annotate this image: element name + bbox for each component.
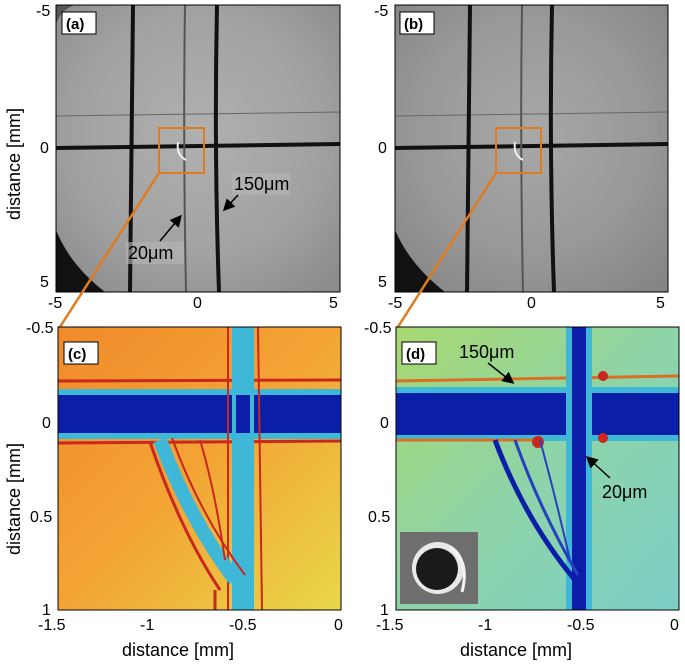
panel-c-ytick-1: 0: [42, 415, 51, 432]
panel-d-fiber-diagonal: [492, 439, 577, 582]
panel-c-ytick-0: -0.5: [26, 320, 54, 337]
panel-d-band-horizontal: [396, 393, 679, 435]
panel-d-ytick-3: 1: [380, 602, 389, 619]
panel-c-xtick-3: 0: [334, 617, 343, 634]
panel-a-ytick-1: 0: [40, 140, 49, 157]
zoom-connector-right: [394, 172, 498, 331]
panel-d-annotation-20um: 20μm: [602, 482, 647, 502]
panel-b-xtick-1: 0: [527, 295, 536, 312]
panel-c-xlabel: distance [mm]: [122, 640, 234, 660]
panel-b-xtick-2: 5: [656, 295, 665, 312]
panel-a-zoom-box: [158, 127, 205, 174]
panel-c-ytick-3: 1: [42, 602, 51, 619]
panel-b-xtick-0: -5: [388, 295, 402, 312]
panel-c-band-horizontal: [58, 395, 341, 433]
panel-b: (b) -5 0 5 -5 0 5: [374, 3, 669, 312]
panel-d-xtick-3: 0: [670, 617, 679, 634]
panel-c: (c) -0.5 0 0.5 1 -1.5 -1 -0.5 0 distance…: [4, 320, 343, 660]
zoom-connector-left: [56, 172, 161, 331]
panel-c-heatmap: [58, 327, 341, 610]
panel-a: (a) 150μm 20μm -5 0 5 -5 0 5 distance [m…: [4, 3, 341, 312]
panel-a-corner-shadow: [56, 230, 105, 292]
panel-c-xtick-2: -0.5: [229, 617, 257, 634]
panel-a-annotation-20um: 20μm: [128, 243, 173, 263]
panel-d-label: (d): [406, 346, 425, 363]
panel-d-ytick-2: 0.5: [368, 509, 390, 526]
panel-b-ytick-1: 0: [378, 140, 387, 157]
panel-c-label: (c): [68, 346, 86, 363]
panel-a-ytick-0: -5: [36, 3, 50, 20]
panel-c-ylabel: distance [mm]: [4, 443, 24, 555]
panel-a-annotation-150um: 150μm: [234, 174, 289, 194]
panel-b-zoom-box: [495, 127, 542, 174]
panel-b-ytick-0: -5: [374, 3, 388, 20]
panel-c-band-vertical: [232, 327, 254, 610]
panel-d-xtick-2: -0.5: [567, 617, 595, 634]
panel-c-xtick-1: -1: [140, 617, 154, 634]
panel-a-ytick-2: 5: [40, 274, 49, 291]
panel-a-ylabel: distance [mm]: [4, 108, 24, 220]
panel-d-ytick-0: -0.5: [364, 320, 392, 337]
panel-c-ytick-2: 0.5: [30, 509, 52, 526]
panel-b-ytick-2: 5: [378, 274, 387, 291]
panel-b-fiber: [520, 4, 524, 293]
panel-d-band-vertical: [572, 327, 586, 610]
panel-a-fiber: [183, 4, 187, 293]
panel-a-wire-horizontal: [55, 142, 341, 150]
panel-a-xtick-2: 5: [329, 295, 338, 312]
panel-a-xtick-1: 0: [193, 295, 202, 312]
panel-b-corner-shadow: [395, 230, 445, 292]
panel-d-ytick-1: 0: [380, 415, 389, 432]
panel-c-fiber-diagonal: [153, 437, 241, 585]
panel-d-xtick-1: -1: [478, 617, 492, 634]
panel-b-wire-left: [465, 4, 472, 293]
panel-d-annotation-150um: 150μm: [459, 342, 514, 362]
panel-d: (d) 150μm 20μm -0.5 0 0.5 1 -1.5 -1 -0.5…: [364, 320, 680, 660]
panel-a-xtick-0: -5: [48, 295, 62, 312]
panel-a-wire-right: [213, 4, 221, 293]
panel-a-label: (a): [66, 16, 84, 33]
panel-b-label: (b): [404, 16, 423, 33]
panel-c-xtick-0: -1.5: [38, 617, 66, 634]
panel-b-wire-right: [548, 4, 556, 293]
panel-d-xlabel: distance [mm]: [460, 640, 572, 660]
panel-d-xtick-0: -1.5: [376, 617, 404, 634]
panel-b-wire-horizontal: [394, 142, 669, 150]
